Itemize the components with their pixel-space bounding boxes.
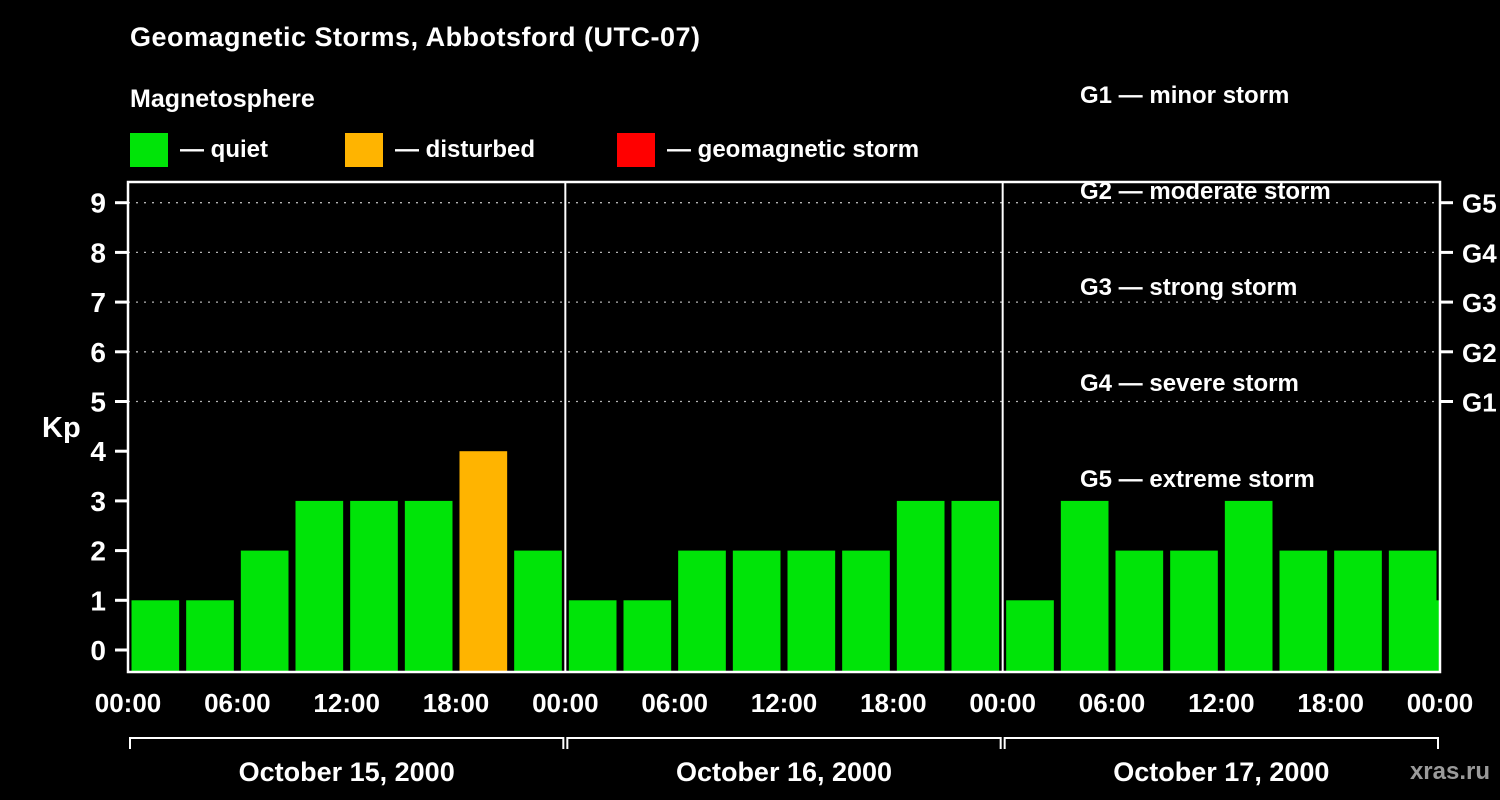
kp-bar (295, 500, 344, 672)
storm-scale-g1: G1 — minor storm (1080, 82, 1290, 109)
y-tick-label: 9 (90, 188, 106, 219)
kp-bar (1224, 500, 1273, 672)
kp-bar (1279, 550, 1328, 672)
legend-item-quiet: — quiet (130, 132, 268, 168)
kp-bar (1060, 500, 1109, 672)
g-scale-tick-label: G5 (1462, 189, 1497, 219)
x-tick-label: 00:00 (532, 688, 599, 718)
y-tick-label: 0 (90, 635, 106, 666)
y-tick-label: 5 (90, 387, 106, 418)
x-tick-label: 12:00 (313, 688, 380, 718)
x-tick-label: 06:00 (204, 688, 271, 718)
x-tick-label: 12:00 (1188, 688, 1255, 718)
kp-bar (896, 500, 945, 672)
storm-scale-g3: G3 — strong storm (1080, 274, 1298, 301)
date-bracket (1003, 737, 1439, 749)
legend-label-quiet: — quiet (180, 136, 268, 163)
kp-bar (732, 550, 781, 672)
kp-bar (514, 550, 562, 672)
date-label: October 17, 2000 (1113, 757, 1329, 787)
x-tick-label: 06:00 (641, 688, 708, 718)
kp-bar (131, 600, 180, 672)
y-tick-label: 6 (90, 337, 106, 368)
y-tick-label: 1 (90, 585, 106, 616)
y-tick-label: 8 (90, 237, 106, 268)
storm-scale-g5: G5 — extreme storm (1080, 466, 1315, 493)
plot-border (126, 180, 1442, 674)
g-scale-tick-label: G2 (1462, 338, 1497, 368)
kp-bar (951, 500, 1000, 672)
y-axis-label: Kp (42, 412, 81, 444)
legend-label-disturbed: — disturbed (395, 136, 536, 163)
kp-bar (842, 550, 890, 672)
g-scale-tick-label: G4 (1462, 238, 1497, 268)
disturbed-swatch-icon (345, 133, 383, 167)
x-tick-label: 18:00 (423, 688, 490, 718)
kp-bar (568, 600, 617, 672)
page-title: Geomagnetic Storms, Abbotsford (UTC-07) (130, 22, 701, 52)
x-tick-label: 00:00 (95, 688, 162, 718)
y-tick-label: 7 (90, 287, 106, 318)
kp-bar (404, 500, 453, 672)
x-tick-label: 18:00 (1297, 688, 1364, 718)
chart-subtitle: Magnetosphere (130, 85, 315, 113)
kp-bar (186, 600, 234, 672)
x-tick-label: 06:00 (1079, 688, 1146, 718)
kp-bar (1334, 550, 1382, 672)
date-label: October 15, 2000 (239, 757, 455, 787)
kp-bar (1115, 550, 1164, 672)
legend-item-storm: — geomagnetic storm (617, 132, 919, 168)
kp-bar (1170, 550, 1218, 672)
kp-bar-partial (1412, 600, 1439, 672)
watermark: xras.ru (1409, 758, 1490, 785)
x-tick-label: 00:00 (1407, 688, 1474, 718)
y-tick-label: 4 (90, 436, 106, 467)
g-scale-tick-label: G1 (1462, 388, 1497, 418)
y-tick-label: 3 (90, 486, 106, 517)
date-bracket (129, 737, 565, 749)
storm-scale-legend: G1 — minor storm G2 — moderate storm G3 … (1080, 16, 1331, 528)
legend-item-disturbed: — disturbed (345, 132, 535, 168)
quiet-swatch-icon (130, 133, 168, 167)
kp-bar (459, 451, 508, 672)
storm-swatch-icon (617, 133, 655, 167)
g-scale-tick-label: G3 (1462, 288, 1497, 318)
date-bracket (566, 737, 1002, 749)
date-label: October 16, 2000 (676, 757, 892, 787)
kp-bar (678, 550, 726, 672)
x-tick-label: 18:00 (860, 688, 927, 718)
kp-bar (1006, 600, 1054, 672)
storm-scale-g4: G4 — severe storm (1080, 370, 1299, 397)
kp-bar (623, 600, 672, 672)
y-tick-label: 2 (90, 536, 106, 567)
x-tick-label: 00:00 (969, 688, 1036, 718)
kp-bar (240, 550, 289, 672)
kp-bar (350, 500, 398, 672)
legend-label-storm: — geomagnetic storm (667, 136, 920, 163)
kp-bar (787, 550, 836, 672)
x-tick-label: 12:00 (751, 688, 818, 718)
